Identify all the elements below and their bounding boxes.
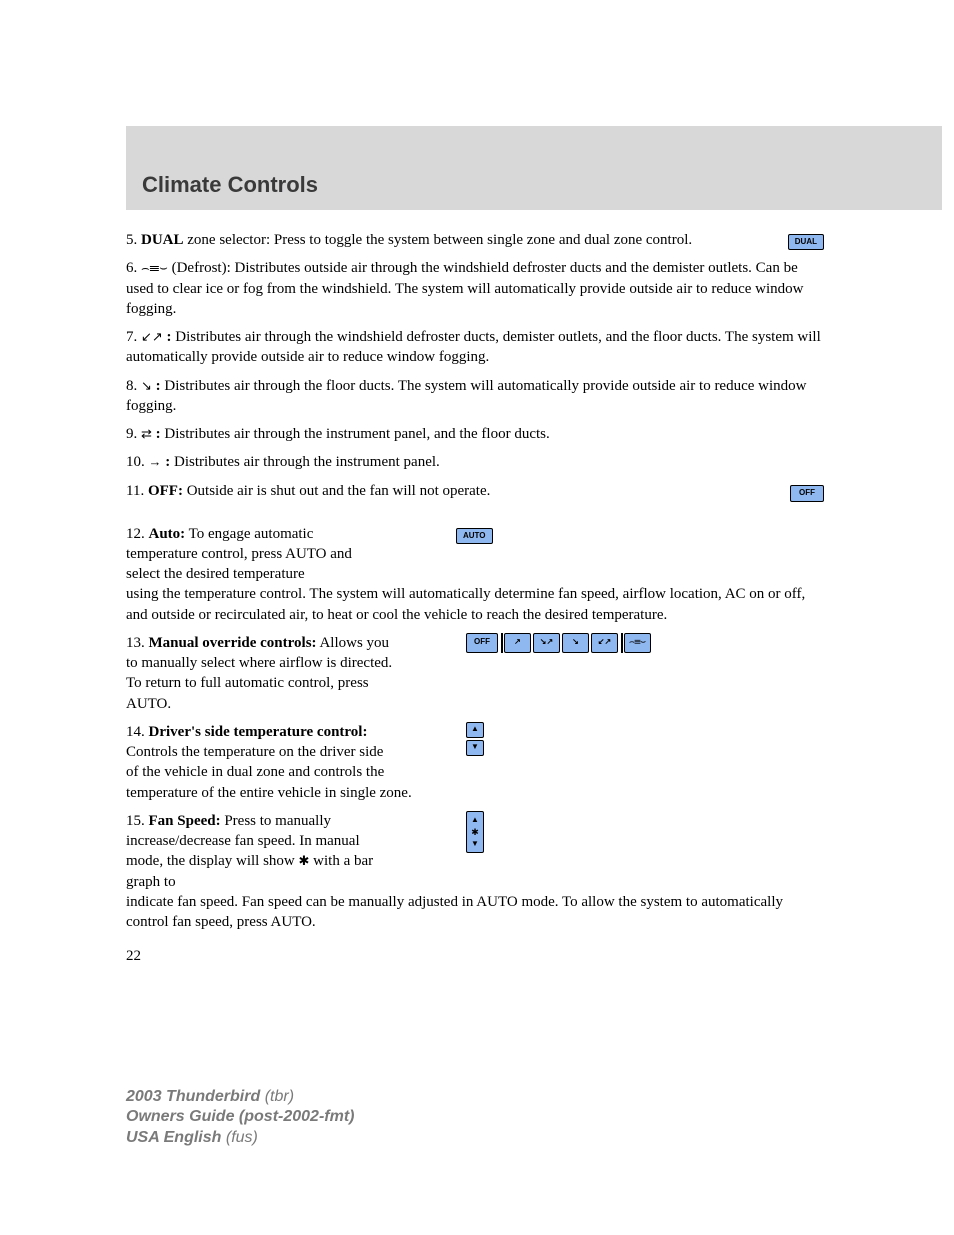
item-12: 12. Auto: To engage automatic temperatur… (126, 524, 824, 625)
fan-rocker-graphic: ▲ ✱ ▼ (466, 811, 484, 853)
manual-override-panel: OFF ↗ ↘↗ ↘ ↙↗ ⌢☰⌣ (466, 633, 653, 653)
temp-down-icon: ▼ (466, 740, 484, 756)
item-text: Distributes air through the instrument p… (161, 426, 550, 442)
page-number: 22 (126, 946, 824, 966)
item-number: 10. (126, 454, 145, 470)
item-label: Auto: (149, 526, 186, 542)
item-13: 13. Manual override controls: Allows you… (126, 633, 824, 714)
item-text: Outside air is shut out and the fan will… (183, 483, 490, 499)
item-8: 8. ↘ : Distributes air through the floor… (126, 376, 824, 417)
auto-button-graphic: AUTO (456, 528, 493, 545)
temp-rocker-graphic: ▲ ▼ (466, 722, 484, 756)
item-15: 15. Fan Speed: Press to manually increas… (126, 811, 824, 933)
item-5: 5. DUAL zone selector: Press to toggle t… (126, 230, 824, 251)
item-number: 7. (126, 329, 137, 345)
footer: 2003 Thunderbird (tbr) Owners Guide (pos… (126, 1087, 824, 1149)
defrost-icon: ⌢☰⌣ (141, 260, 168, 275)
item-number: 8. (126, 378, 137, 394)
item-number: 13. (126, 635, 145, 651)
item-11: 11. OFF: Outside air is shut out and the… (126, 481, 824, 502)
item-6: 6. ⌢☰⌣ (Defrost): Distributes outside ai… (126, 258, 824, 319)
footer-lang: USA English (126, 1129, 226, 1146)
panel-off-seg: OFF (466, 633, 498, 653)
item-number: 14. (126, 724, 145, 740)
item-text: Distributes air through the floor ducts.… (126, 378, 807, 414)
section-header: Climate Controls (126, 126, 942, 210)
item-label: DUAL (141, 232, 184, 248)
item-text: Distributes air through the instrument p… (170, 454, 440, 470)
item-text: zone selector: Press to toggle the syste… (184, 232, 693, 248)
footer-model: 2003 Thunderbird (126, 1088, 265, 1105)
panel-mode2-icon: ↘↗ (533, 633, 560, 653)
panel-mode3-icon: ↘ (562, 633, 589, 653)
floor-defrost-icon: ↙↗ (141, 329, 163, 344)
section-title: Climate Controls (142, 170, 926, 200)
item-number: 11. (126, 483, 144, 499)
item-number: 6. (126, 260, 137, 276)
dual-button-graphic: DUAL (788, 234, 824, 251)
panel-divider (501, 633, 503, 653)
item-number: 9. (126, 426, 137, 442)
footer-guide: Owners Guide (post-2002-fmt) (126, 1108, 354, 1125)
floor-icon: ↘ (141, 378, 152, 393)
item-text-partial: Controls the temperature on the driver s… (126, 744, 384, 780)
panel-divider (621, 633, 623, 653)
item-label: OFF: (148, 483, 183, 499)
fan-down-icon: ▼ (471, 838, 479, 850)
item-9: 9. ⇄ : Distributes air through the instr… (126, 424, 824, 444)
item-label: Manual override controls: (149, 635, 317, 651)
panel-mode1-icon: ↗ (504, 633, 531, 653)
fan-icon: ✱ (299, 853, 310, 868)
fan-up-icon: ▲ (471, 814, 479, 826)
panel-icon: → (149, 454, 162, 469)
fan-center-icon: ✱ (471, 826, 479, 838)
item-text: Distributes air through the windshield d… (126, 329, 821, 365)
item-text: (Defrost): Distributes outside air throu… (126, 260, 803, 317)
item-text-rest: temperature of the entire vehicle in sin… (126, 785, 412, 801)
item-7: 7. ↙↗ : Distributes air through the wind… (126, 327, 824, 368)
item-label: Driver's side temperature control: (149, 724, 368, 740)
item-number: 12. (126, 526, 145, 542)
item-label: Fan Speed: (149, 813, 221, 829)
item-10: 10. → : Distributes air through the inst… (126, 452, 824, 472)
temp-up-icon: ▲ (466, 722, 484, 738)
footer-lang-code: (fus) (226, 1129, 258, 1146)
panel-floor-icon: ⇄ (141, 426, 152, 441)
panel-mode4-icon: ↙↗ (591, 633, 618, 653)
item-text-rest: using the temperature control. The syste… (126, 586, 805, 622)
footer-model-code: (tbr) (265, 1088, 294, 1105)
off-button-graphic: OFF (790, 485, 824, 502)
item-number: 5. (126, 232, 137, 248)
item-text-b-rest: indicate fan speed. Fan speed can be man… (126, 894, 783, 930)
panel-defrost-icon: ⌢☰⌣ (624, 633, 651, 653)
item-number: 15. (126, 813, 145, 829)
item-14: 14. Driver's side temperature control: C… (126, 722, 824, 803)
